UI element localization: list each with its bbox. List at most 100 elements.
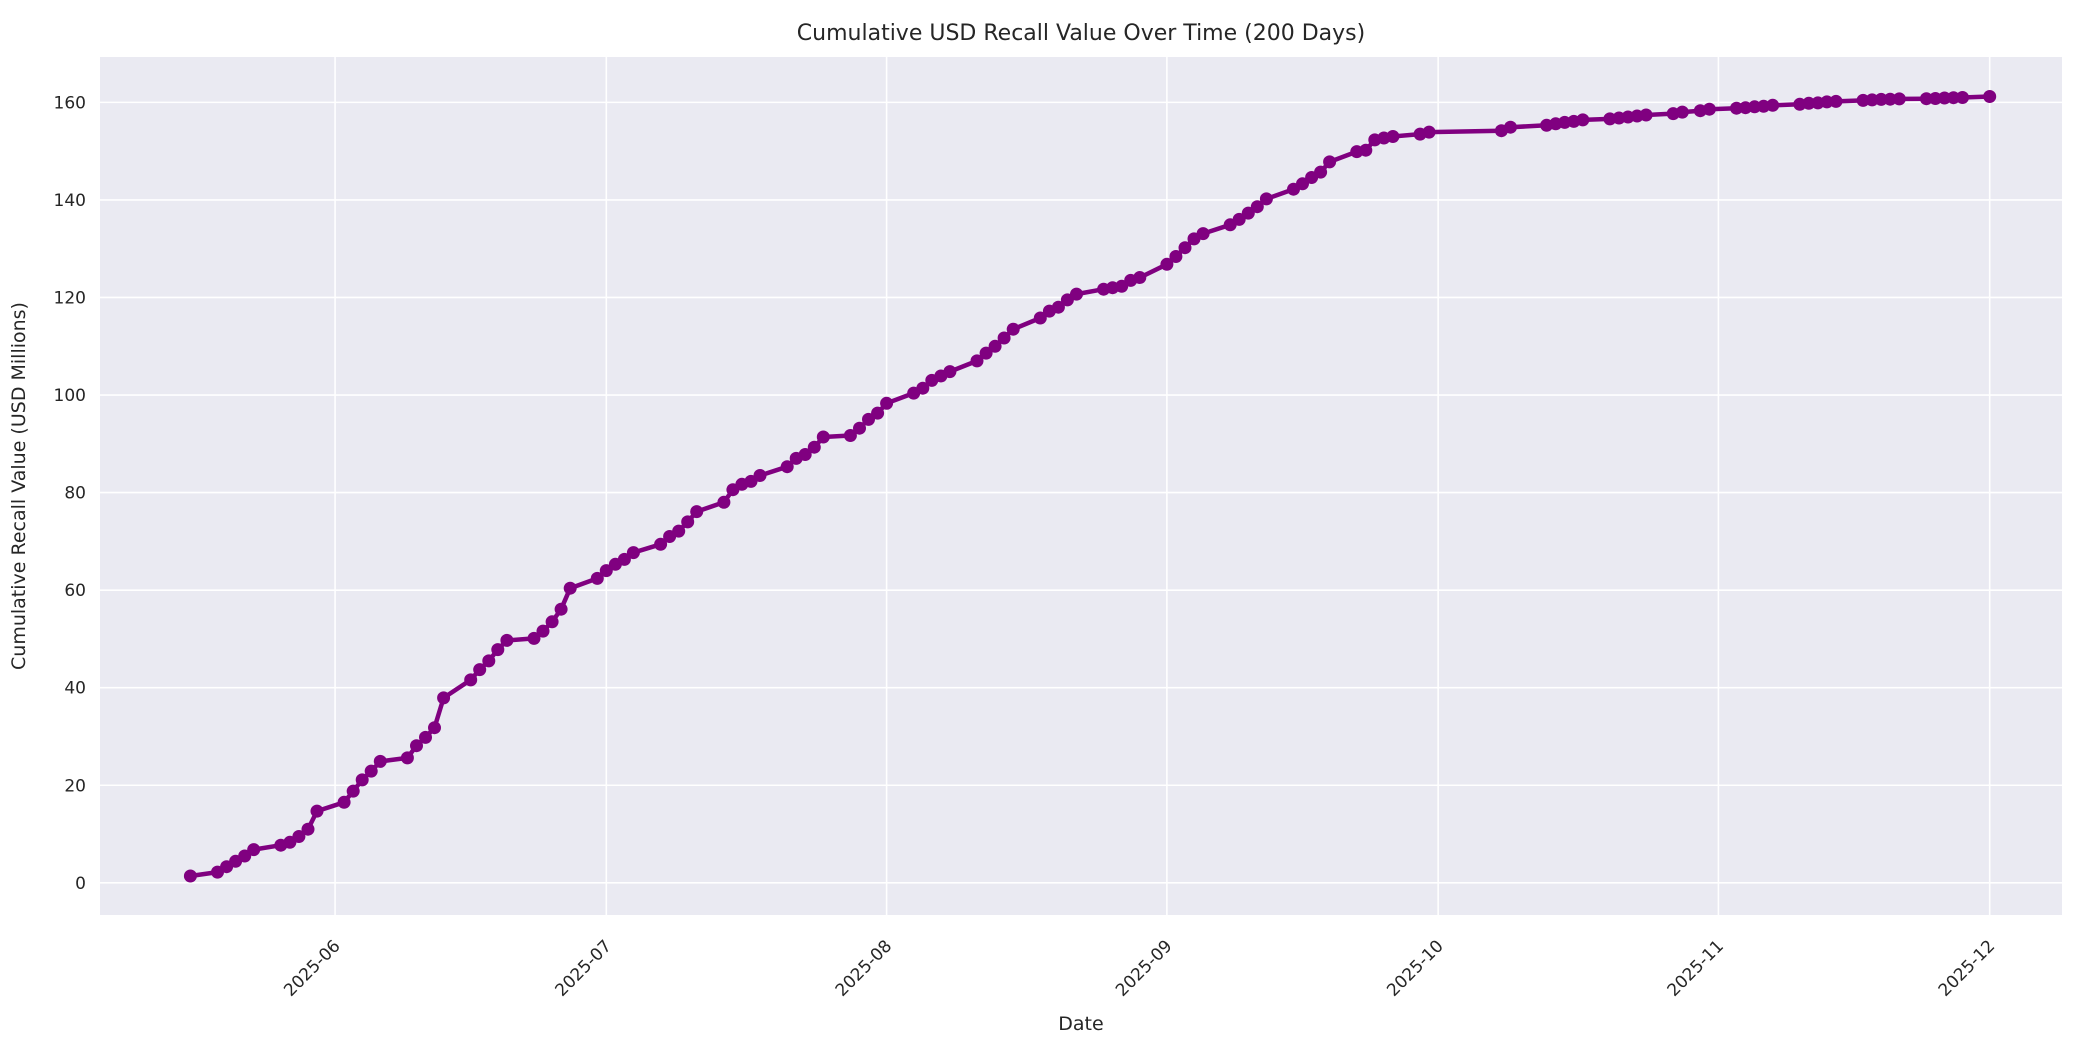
- data-point-marker: [491, 643, 505, 657]
- data-point-marker: [1169, 250, 1183, 263]
- data-point-marker: [626, 546, 640, 560]
- data-point-marker: [798, 448, 812, 461]
- data-point-marker: [355, 773, 369, 787]
- data-point-marker: [400, 751, 414, 765]
- data-point-marker: [1160, 257, 1174, 271]
- data-point-marker: [346, 784, 360, 798]
- y-tick-label: 100: [54, 386, 86, 406]
- data-point-marker: [1006, 322, 1020, 336]
- data-point-marker: [247, 843, 261, 857]
- data-point-marker: [1296, 177, 1309, 191]
- data-point-marker: [1422, 125, 1436, 139]
- data-point-marker: [1947, 91, 1960, 105]
- data-point-marker: [816, 430, 830, 444]
- data-point-marker: [1504, 120, 1517, 134]
- data-point-marker: [1386, 130, 1400, 143]
- data-point-marker: [364, 764, 378, 778]
- grid-layer: [100, 57, 2062, 915]
- data-point-marker: [599, 564, 613, 578]
- data-point-marker: [464, 673, 478, 687]
- data-point-marker: [617, 552, 631, 566]
- data-point-marker: [717, 495, 731, 509]
- data-point-marker: [1829, 94, 1843, 108]
- data-point-marker: [1070, 287, 1083, 301]
- data-point-marker: [337, 795, 351, 809]
- data-point-marker: [753, 469, 767, 482]
- x-tick-label: 2025-10: [1383, 936, 1447, 1000]
- data-point-marker: [1241, 206, 1255, 220]
- data-point-marker: [988, 339, 1002, 353]
- plot-area-bg: [100, 57, 2062, 915]
- data-point-marker: [1576, 113, 1590, 127]
- y-tick-label: 120: [54, 288, 86, 308]
- data-point-marker: [563, 581, 577, 595]
- chart-title: Cumulative USD Recall Value Over Time (2…: [797, 21, 1365, 46]
- data-point-marker: [1874, 92, 1888, 106]
- data-point-marker: [871, 406, 885, 420]
- y-tick-label: 80: [64, 484, 86, 504]
- data-point-marker: [1892, 92, 1906, 106]
- data-point-marker: [482, 654, 496, 668]
- data-point-marker: [473, 663, 487, 677]
- data-point-marker: [681, 515, 695, 529]
- data-point-marker: [843, 429, 857, 442]
- data-point-marker: [1196, 227, 1210, 241]
- x-tick-label: 2025-07: [551, 936, 615, 1000]
- data-point-marker: [1051, 300, 1065, 314]
- x-axis-label: Date: [1058, 1013, 1103, 1035]
- y-tick-label: 40: [64, 679, 86, 699]
- data-point-marker: [1323, 155, 1337, 169]
- data-point-marker: [1259, 192, 1273, 206]
- data-point-marker: [1983, 90, 1997, 103]
- data-point-marker: [970, 354, 984, 368]
- data-point-marker: [292, 830, 306, 843]
- data-point-marker: [1033, 311, 1047, 325]
- data-point-marker: [997, 331, 1011, 345]
- x-tick-label: 2025-11: [1664, 936, 1728, 1000]
- x-tick-label: 2025-12: [1935, 936, 1999, 1000]
- data-point-marker: [1766, 98, 1780, 112]
- data-point-marker: [654, 537, 668, 551]
- data-point-marker: [807, 440, 821, 454]
- y-tick-label: 0: [75, 874, 86, 894]
- data-point-marker: [554, 602, 568, 616]
- data-point-marker: [1133, 271, 1147, 284]
- y-tick-label: 20: [64, 776, 86, 796]
- data-point-marker: [1178, 241, 1192, 255]
- data-point-marker: [916, 381, 930, 395]
- y-tick-label: 160: [54, 93, 86, 113]
- data-point-marker: [536, 624, 550, 638]
- data-point-marker: [1883, 92, 1897, 106]
- y-tick-label: 140: [54, 191, 86, 211]
- data-point-marker: [1802, 96, 1816, 110]
- data-point-marker: [500, 633, 514, 647]
- data-point-marker: [410, 739, 423, 753]
- data-point-marker: [1675, 105, 1689, 119]
- data-point-marker: [1359, 143, 1373, 157]
- data-point-marker: [690, 505, 704, 519]
- data-point-marker: [943, 365, 957, 379]
- data-point-marker: [310, 804, 324, 818]
- data-point-marker: [545, 615, 559, 629]
- data-point-marker: [437, 691, 451, 705]
- x-tick-label: 2025-06: [280, 936, 344, 1000]
- y-axis-label: Cumulative Recall Value (USD Millions): [8, 302, 30, 670]
- x-tick-label: 2025-09: [1112, 936, 1176, 1000]
- data-point-marker: [1232, 212, 1246, 226]
- data-point-marker: [301, 822, 315, 836]
- data-point-marker: [1919, 92, 1933, 106]
- data-point-marker: [590, 571, 604, 585]
- data-point-marker: [238, 849, 252, 863]
- data-point-marker: [1639, 108, 1653, 122]
- data-point-marker: [1702, 102, 1716, 116]
- data-point-marker: [527, 631, 541, 645]
- data-point-marker: [1314, 165, 1328, 179]
- data-point-marker: [853, 421, 866, 435]
- data-point-marker: [862, 412, 875, 426]
- data-point-marker: [1956, 91, 1969, 104]
- series-markers: [183, 90, 1997, 883]
- data-point-marker: [880, 396, 894, 410]
- data-point-marker: [419, 730, 432, 744]
- data-point-marker: [780, 460, 794, 474]
